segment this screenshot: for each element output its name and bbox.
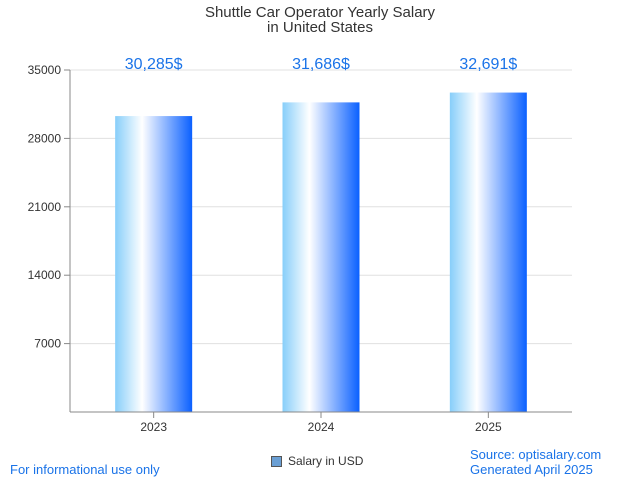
y-tick-label: 21000 (28, 200, 62, 214)
bar (282, 102, 360, 413)
data-label: 30,285$ (125, 56, 183, 73)
x-tick-label: 2024 (308, 420, 335, 434)
generated-text: Generated April 2025 (470, 462, 593, 477)
bar (115, 116, 193, 412)
legend-label: Salary in USD (288, 454, 364, 468)
y-tick-label: 7000 (34, 337, 61, 351)
chart-title-line-2: in United States (267, 19, 373, 36)
y-tick-label: 14000 (28, 268, 62, 282)
source-text: Source: optisalary.com (470, 447, 602, 462)
data-label: 31,686$ (292, 56, 350, 73)
data-labels: 30,285$ 31,686$ 32,691$ (125, 56, 518, 73)
y-tick-label: 28000 (28, 131, 62, 145)
x-tick-label: 2025 (475, 420, 502, 434)
axes: 2023 2024 2025 (69, 70, 572, 434)
bars (115, 92, 527, 413)
bar (449, 92, 527, 412)
legend-swatch (271, 455, 282, 467)
data-label: 32,691$ (459, 56, 517, 73)
disclaimer-text: For informational use only (10, 462, 160, 477)
legend[interactable]: Salary in USD (271, 454, 363, 468)
chart-title-line-1: Shuttle Car Operator Yearly Salary (205, 4, 436, 21)
x-tick-label: 2023 (140, 420, 167, 434)
y-tick-label: 35000 (28, 63, 62, 77)
